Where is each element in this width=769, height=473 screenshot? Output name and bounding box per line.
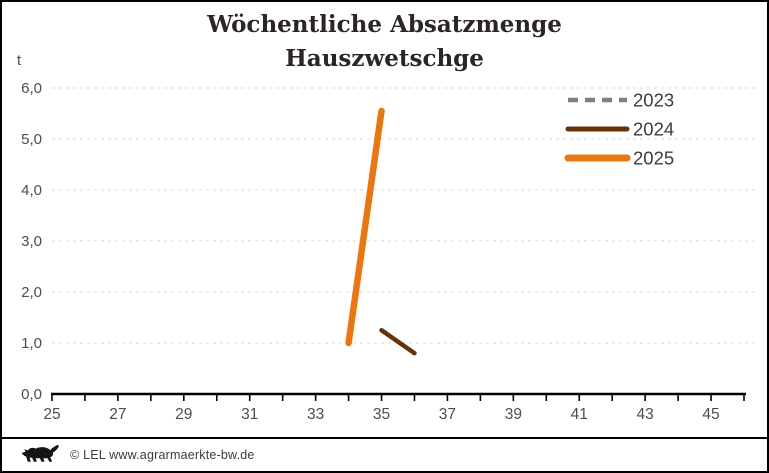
footer-bar: © LEL www.agrarmaerkte-bw.de [2,437,767,471]
legend-label-2025: 2025 [633,148,674,169]
x-tick-label: 31 [241,406,258,423]
line-chart-plot: 0,0 1,0 2,0 3,0 4,0 5,0 6,0 25 27 29 31 33 35 37 39 41 4… [21,80,755,423]
series-line-2025 [345,107,385,347]
x-tick-label: 41 [571,406,588,423]
y-tick-label: 2,0 [21,284,42,301]
x-tick-label: 25 [43,406,60,423]
y-tick-label: 3,0 [21,233,42,250]
footer-credit-text: © LEL www.agrarmaerkte-bw.de [70,448,255,462]
series-line-2024 [379,328,417,356]
x-tick-label: 37 [439,406,456,423]
chart-area: Wöchentliche Absatzmenge Hauszwetschge t… [2,2,767,437]
x-tick-label: 29 [175,406,192,423]
y-tick-label: 0,0 [21,386,42,403]
y-tick-label: 1,0 [21,335,42,352]
legend-label-2023: 2023 [633,90,674,111]
x-tick-label: 33 [307,406,324,423]
legend-label-2024: 2024 [633,119,674,140]
y-tick-label: 4,0 [21,182,42,199]
x-tick-label: 27 [109,406,126,423]
x-tick-label: 43 [637,406,654,423]
y-axis-unit-label: t [16,52,22,69]
baden-wuerttemberg-lion-icon [21,445,59,462]
y-tick-label: 6,0 [21,80,42,97]
x-tick-label: 45 [702,406,719,423]
x-tick-label: 39 [505,406,522,423]
x-tick-label: 35 [373,406,390,423]
y-tick-label: 5,0 [21,131,42,148]
